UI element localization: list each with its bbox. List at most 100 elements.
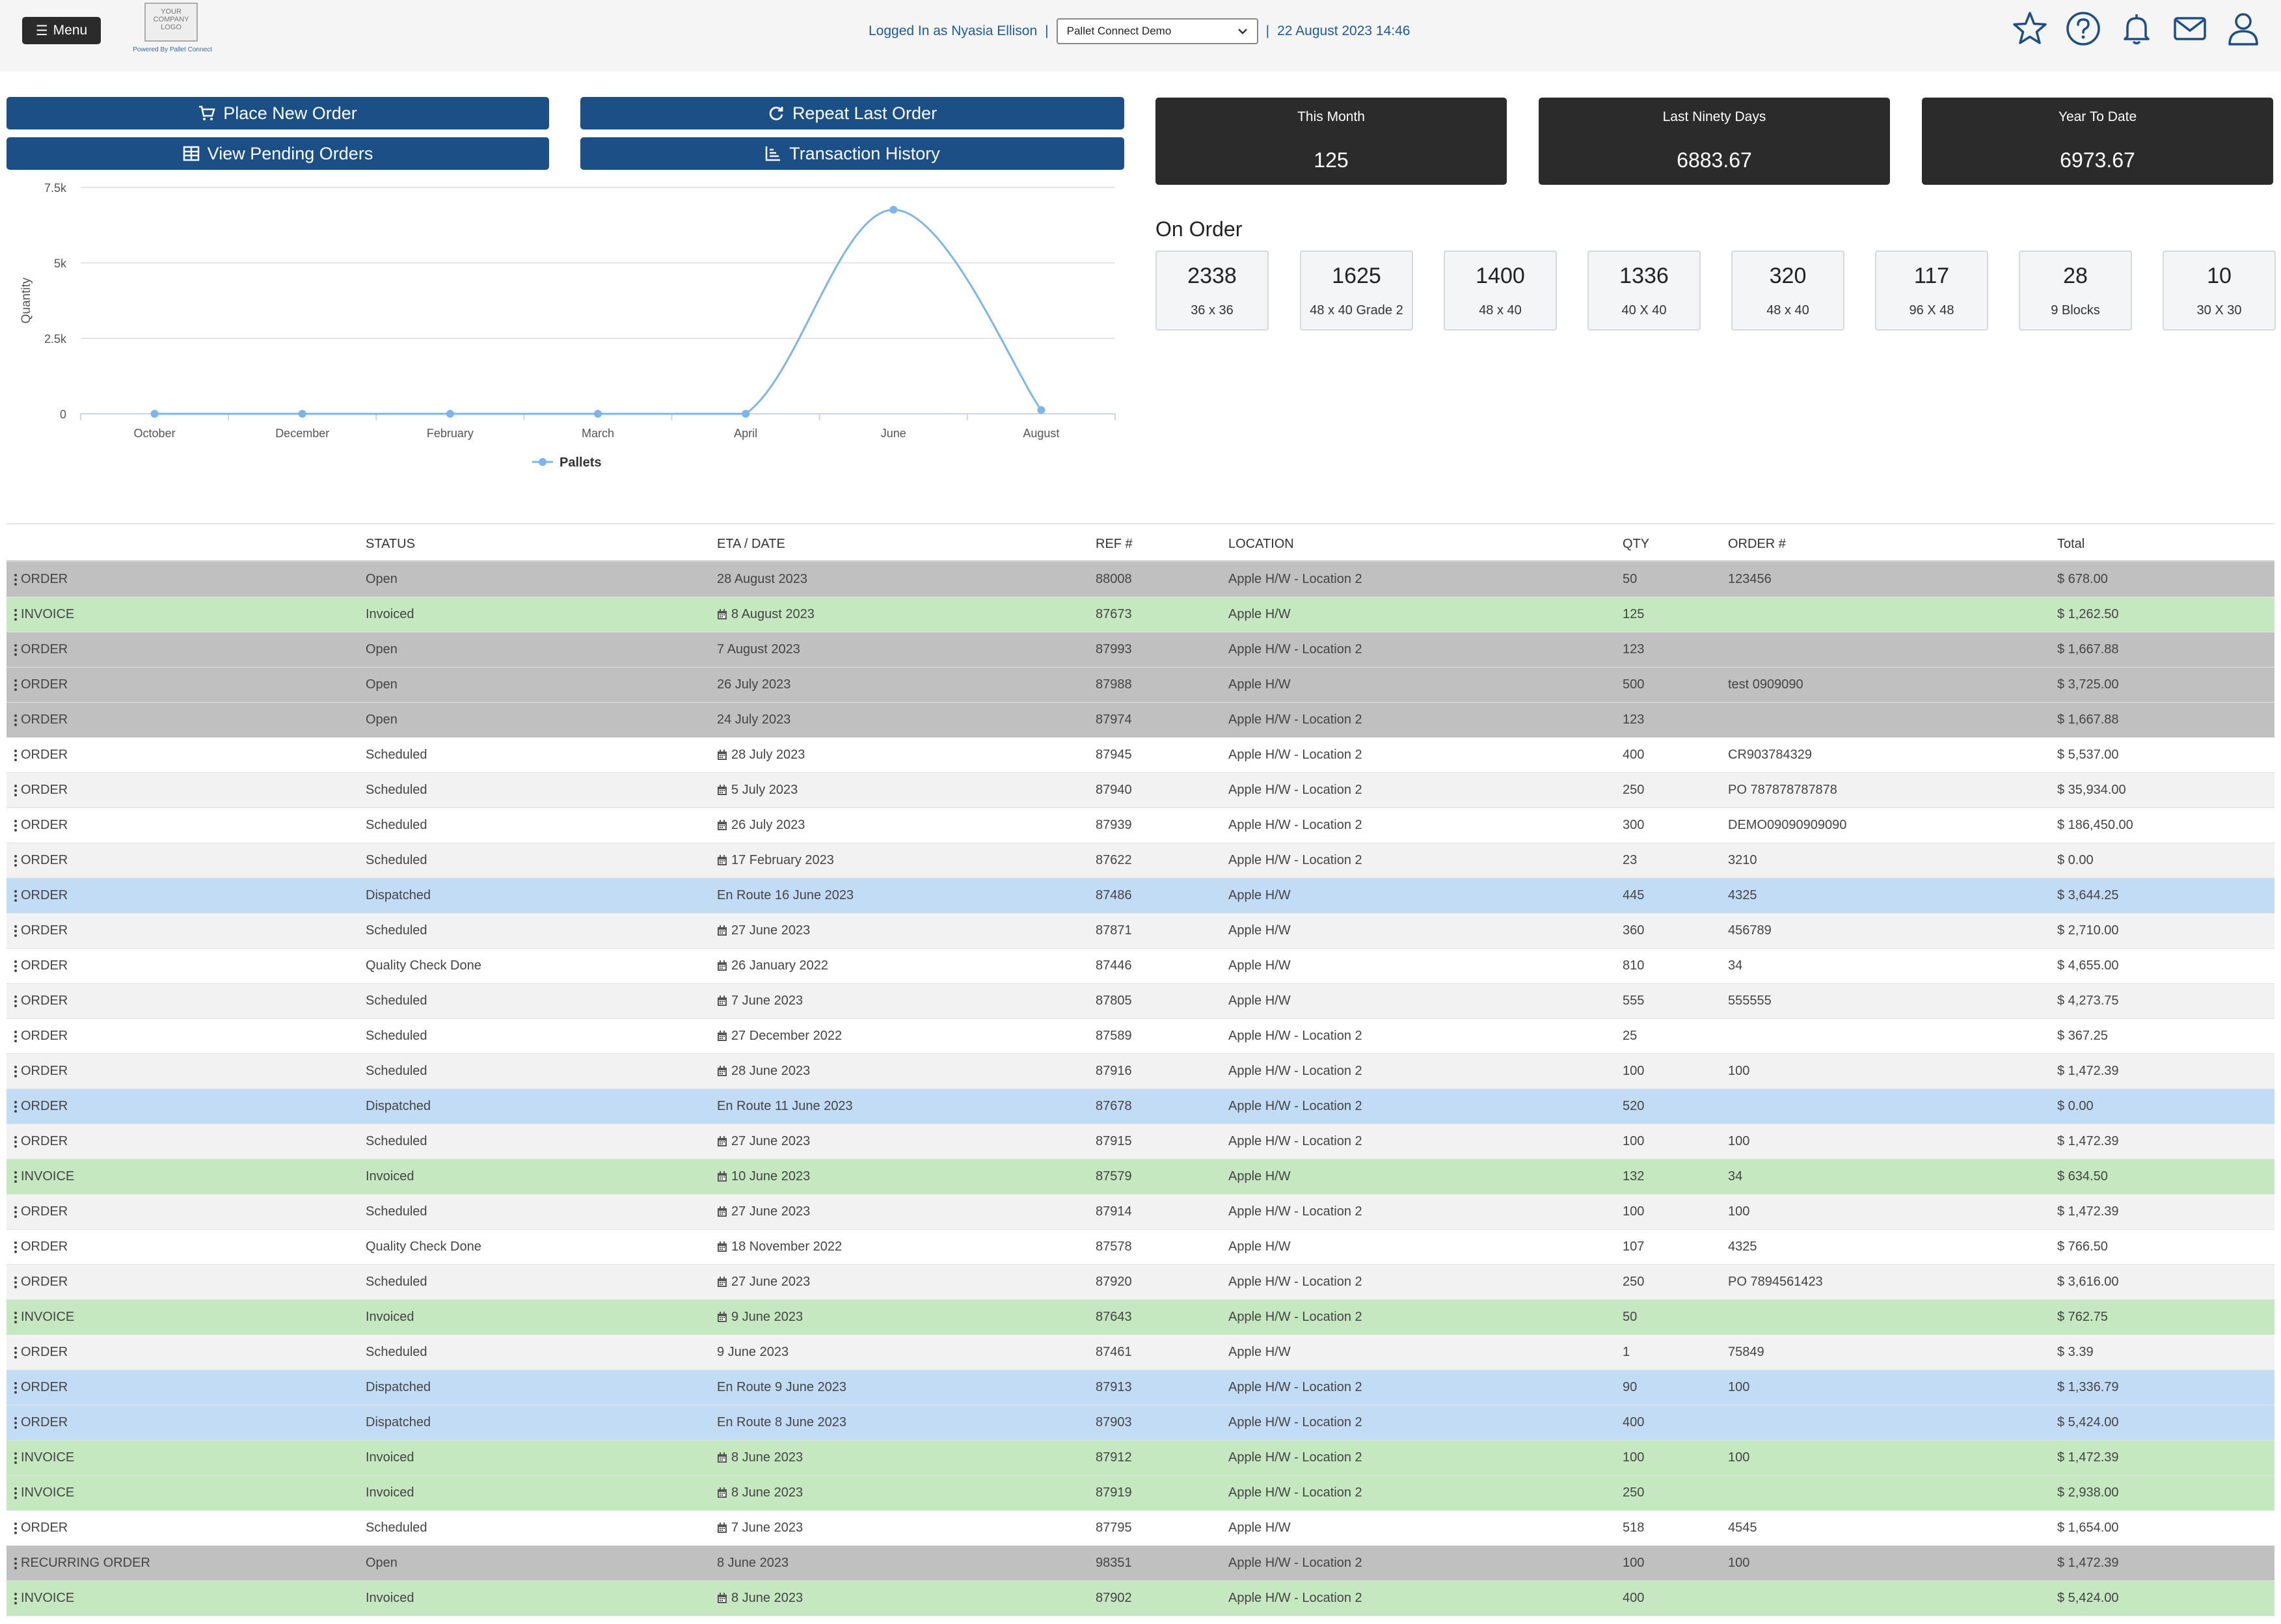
cell-type[interactable]: ORDER xyxy=(14,1195,68,1229)
table-row[interactable]: ORDER Dispatched En Route 16 June 2023 8748… xyxy=(7,878,2274,914)
kebab-menu-icon[interactable] xyxy=(14,854,17,867)
cell-type[interactable]: ORDER xyxy=(14,878,68,913)
table-row[interactable]: ORDER Scheduled 9 June 2023 87461 Apple H/W 1… xyxy=(7,1335,2274,1370)
table-row[interactable]: ORDER Scheduled 5 July 2023 87940 Apple H/W … xyxy=(7,773,2274,808)
kebab-menu-icon[interactable] xyxy=(14,1346,17,1359)
kebab-menu-icon[interactable] xyxy=(14,643,17,656)
on-order-card[interactable]: 1625 48 x 40 Grade 2 xyxy=(1300,250,1413,331)
table-row[interactable]: INVOICE Invoiced 8 June 2023 87912 Apple H/W… xyxy=(7,1441,2274,1476)
header-qty[interactable]: QTY xyxy=(1623,537,1650,551)
cell-type[interactable]: INVOICE xyxy=(14,1441,74,1475)
table-row[interactable]: ORDER Scheduled 27 June 2023 87915 Apple H/W… xyxy=(7,1124,2274,1159)
cell-type[interactable]: ORDER xyxy=(14,703,68,737)
cell-type[interactable]: ORDER xyxy=(14,668,68,702)
kebab-menu-icon[interactable] xyxy=(14,1557,17,1569)
table-row[interactable]: ORDER Dispatched En Route 8 June 2023 87903… xyxy=(7,1405,2274,1441)
table-row[interactable]: ORDER Open 24 July 2023 87974 Apple H/W - Lo… xyxy=(7,703,2274,738)
kebab-menu-icon[interactable] xyxy=(14,608,17,621)
on-order-card[interactable]: 117 96 X 48 xyxy=(1875,250,1988,331)
kebab-menu-icon[interactable] xyxy=(14,1311,17,1323)
menu-button[interactable]: ☰ Menu xyxy=(22,17,101,44)
cell-type[interactable]: ORDER xyxy=(14,949,68,983)
kebab-menu-icon[interactable] xyxy=(14,1592,17,1604)
table-row[interactable]: ORDER Scheduled 26 July 2023 87939 Apple H/W… xyxy=(7,808,2274,843)
profile-button[interactable] xyxy=(2224,9,2263,48)
cell-type[interactable]: ORDER xyxy=(14,1019,68,1053)
kebab-menu-icon[interactable] xyxy=(14,819,17,832)
cell-type[interactable]: ORDER xyxy=(14,562,68,597)
kebab-menu-icon[interactable] xyxy=(14,1100,17,1113)
kebab-menu-icon[interactable] xyxy=(14,1135,17,1148)
kebab-menu-icon[interactable] xyxy=(14,1030,17,1042)
table-row[interactable]: INVOICE Invoiced 10 June 2023 87579 Apple H/… xyxy=(7,1159,2274,1195)
kebab-menu-icon[interactable] xyxy=(14,784,17,796)
table-row[interactable]: ORDER Scheduled 27 June 2023 87914 Apple H/W… xyxy=(7,1195,2274,1230)
table-row[interactable]: ORDER Scheduled 27 December 2022 87589 Apple… xyxy=(7,1019,2274,1054)
table-row[interactable]: ORDER Open 28 August 2023 88008 Apple H/W - … xyxy=(7,562,2274,597)
table-row[interactable]: ORDER Quality Check Done 26 January 2022 87… xyxy=(7,949,2274,984)
cell-type[interactable]: INVOICE xyxy=(14,1159,74,1194)
account-select[interactable]: Pallet Connect Demo xyxy=(1056,18,1258,44)
kebab-menu-icon[interactable] xyxy=(14,1065,17,1077)
transaction-history-button[interactable]: Transaction History xyxy=(580,137,1124,170)
kebab-menu-icon[interactable] xyxy=(14,995,17,1007)
on-order-card[interactable]: 320 48 x 40 xyxy=(1731,250,1844,331)
table-row[interactable]: INVOICE Invoiced 8 June 2023 87902 Apple H/W… xyxy=(7,1581,2274,1616)
header-eta-date[interactable]: ETA / DATE xyxy=(717,537,785,551)
on-order-card[interactable]: 1336 40 X 40 xyxy=(1587,250,1701,331)
company-logo[interactable]: YOUR COMPANY LOGO Powered By Pallet Conn… xyxy=(124,3,221,56)
cell-type[interactable]: ORDER xyxy=(14,808,68,843)
table-row[interactable]: INVOICE Invoiced 9 June 2023 87643 Apple H/W… xyxy=(7,1300,2274,1335)
place-new-order-button[interactable]: Place New Order xyxy=(7,97,549,129)
cell-type[interactable]: INVOICE xyxy=(14,1300,74,1334)
on-order-card[interactable]: 10 30 X 30 xyxy=(2163,250,2276,331)
on-order-card[interactable]: 1400 48 x 40 xyxy=(1444,250,1557,331)
notifications-button[interactable] xyxy=(2117,9,2156,48)
kebab-menu-icon[interactable] xyxy=(14,1522,17,1534)
header-total[interactable]: Total xyxy=(2057,537,2085,551)
cell-type[interactable]: INVOICE xyxy=(14,1581,74,1616)
cell-type[interactable]: RECURRING ORDER xyxy=(14,1546,150,1580)
table-row[interactable]: INVOICE Invoiced 8 June 2023 87919 Apple H/W… xyxy=(7,1476,2274,1511)
kebab-menu-icon[interactable] xyxy=(14,925,17,937)
kebab-menu-icon[interactable] xyxy=(14,714,17,726)
kebab-menu-icon[interactable] xyxy=(14,1416,17,1429)
cell-type[interactable]: ORDER xyxy=(14,1124,68,1159)
table-row[interactable]: ORDER Open 7 August 2023 87993 Apple H/W - L… xyxy=(7,632,2274,668)
kebab-menu-icon[interactable] xyxy=(14,1206,17,1218)
table-row[interactable]: ORDER Scheduled 28 June 2023 87916 Apple H/W… xyxy=(7,1054,2274,1089)
cell-type[interactable]: ORDER xyxy=(14,738,68,772)
help-button[interactable] xyxy=(2064,9,2103,48)
kebab-menu-icon[interactable] xyxy=(14,1487,17,1499)
table-row[interactable]: ORDER Open 26 July 2023 87988 Apple H/W 500 te… xyxy=(7,668,2274,703)
kebab-menu-icon[interactable] xyxy=(14,1381,17,1394)
kebab-menu-icon[interactable] xyxy=(14,749,17,761)
cell-type[interactable]: ORDER xyxy=(14,1089,68,1124)
cell-type[interactable]: ORDER xyxy=(14,1370,68,1405)
table-row[interactable]: ORDER Scheduled 27 June 2023 87920 Apple H/W… xyxy=(7,1265,2274,1300)
table-row[interactable]: ORDER Scheduled 7 June 2023 87805 Apple H/W 5… xyxy=(7,984,2274,1019)
header-order-number[interactable]: ORDER # xyxy=(1728,537,1786,551)
table-row[interactable]: INVOICE Invoiced 8 August 2023 87673 Apple H… xyxy=(7,597,2274,632)
messages-button[interactable] xyxy=(2170,9,2209,48)
cell-type[interactable]: ORDER xyxy=(14,984,68,1018)
kebab-menu-icon[interactable] xyxy=(14,1452,17,1464)
on-order-card[interactable]: 28 9 Blocks xyxy=(2019,250,2132,331)
table-row[interactable]: ORDER Quality Check Done 18 November 2022 8… xyxy=(7,1230,2274,1265)
favorites-button[interactable] xyxy=(2010,9,2049,48)
header-ref[interactable]: REF # xyxy=(1096,537,1133,551)
kebab-menu-icon[interactable] xyxy=(14,1171,17,1183)
cell-type[interactable]: ORDER xyxy=(14,914,68,948)
cell-type[interactable]: ORDER xyxy=(14,1335,68,1370)
cell-type[interactable]: ORDER xyxy=(14,843,68,878)
kebab-menu-icon[interactable] xyxy=(14,679,17,691)
view-pending-orders-button[interactable]: View Pending Orders xyxy=(7,137,549,170)
table-row[interactable]: ORDER Scheduled 17 February 2023 87622 Apple… xyxy=(7,843,2274,878)
table-row[interactable]: ORDER Scheduled 28 July 2023 87945 Apple H/W… xyxy=(7,738,2274,773)
table-row[interactable]: ORDER Scheduled 7 June 2023 87795 Apple H/W 5… xyxy=(7,1511,2274,1546)
on-order-card[interactable]: 2338 36 x 36 xyxy=(1155,250,1269,331)
header-location[interactable]: LOCATION xyxy=(1228,537,1294,551)
kebab-menu-icon[interactable] xyxy=(14,960,17,972)
table-row[interactable]: RECURRING ORDER Open 8 June 2023 98351 Apple… xyxy=(7,1546,2274,1581)
kebab-menu-icon[interactable] xyxy=(14,1276,17,1288)
